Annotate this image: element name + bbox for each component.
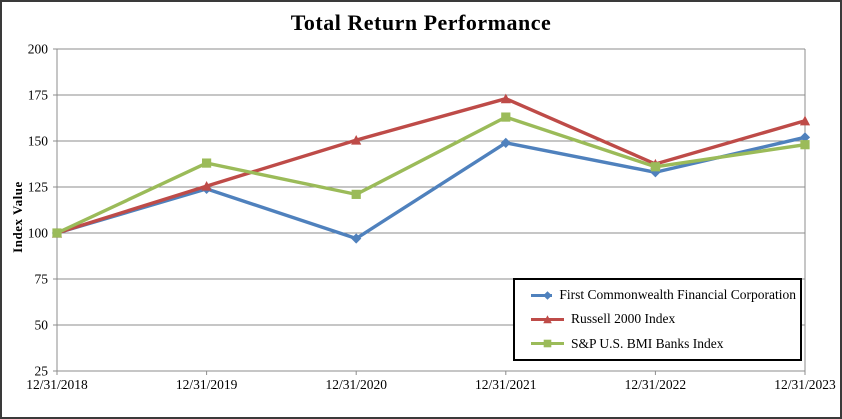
svg-text:50: 50 [35,318,49,333]
svg-text:175: 175 [28,88,49,103]
svg-text:12/31/2018: 12/31/2018 [26,377,88,392]
svg-text:125: 125 [28,180,49,195]
legend-label: Russell 2000 Index [571,311,676,327]
legend-line-square-icon [531,340,564,348]
svg-text:75: 75 [35,272,49,287]
svg-text:12/31/2023: 12/31/2023 [774,377,836,392]
svg-text:200: 200 [28,42,49,57]
legend-label: First Commonwealth Financial Corporation [559,287,796,303]
svg-text:12/31/2022: 12/31/2022 [625,377,687,392]
svg-text:100: 100 [28,226,49,241]
legend-item-russell-2000: Russell 2000 Index [531,311,796,327]
legend-line-diamond-icon [531,290,553,300]
svg-text:25: 25 [35,364,49,379]
chart-title: Total Return Performance [290,10,552,35]
legend-line-triangle-icon [531,315,564,324]
legend-item-sp-bmi-banks: S&P U.S. BMI Banks Index [531,336,796,352]
svg-text:12/31/2019: 12/31/2019 [176,377,238,392]
legend-label: S&P U.S. BMI Banks Index [571,335,724,351]
svg-text:150: 150 [28,134,49,149]
svg-text:12/31/2021: 12/31/2021 [475,377,537,392]
legend-item-first-commonwealth: First Commonwealth Financial Corporation [531,287,796,303]
svg-text:12/31/2020: 12/31/2020 [325,377,387,392]
chart-legend: First Commonwealth Financial Corporation… [513,278,802,361]
